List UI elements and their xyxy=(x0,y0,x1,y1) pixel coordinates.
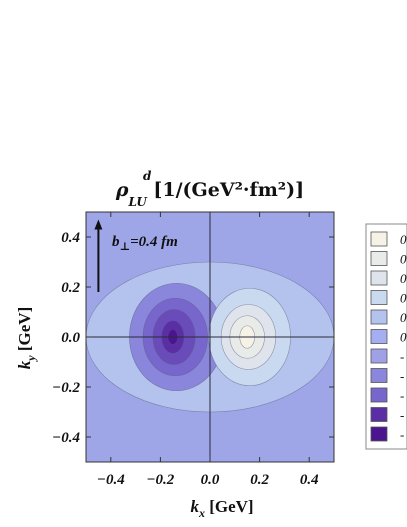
legend-label: - xyxy=(400,427,404,442)
legend-swatch xyxy=(370,270,388,286)
x-tick-label: 0.0 xyxy=(201,472,220,488)
x-axis-ticks: −0.4 −0.2 0.0 0.2 0.4 xyxy=(97,212,319,488)
legend-label: - xyxy=(400,369,404,384)
legend-swatch xyxy=(370,368,388,383)
y-axis-ticks: 0.4 0.2 0.0 −0.2 −0.4 xyxy=(52,230,334,446)
legend-label: - xyxy=(400,388,404,403)
legend-label: 0 xyxy=(400,310,407,325)
legend-swatch xyxy=(370,407,388,422)
y-tick-label: −0.2 xyxy=(52,380,80,396)
legend-swatch xyxy=(370,426,388,442)
x-tick-label: 0.2 xyxy=(250,472,269,488)
x-tick-label: −0.4 xyxy=(97,472,125,488)
legend-label: - xyxy=(400,349,404,364)
legend-swatch xyxy=(370,387,388,403)
legend-swatch xyxy=(370,251,388,266)
legend-label: 0 xyxy=(400,252,407,267)
legend-label: 0 xyxy=(400,330,407,345)
y-tick-label: 0.4 xyxy=(61,230,80,246)
x-axis-label: kx [GeV] xyxy=(190,497,253,520)
legend-label: 0 xyxy=(400,232,407,247)
legend-swatch xyxy=(370,348,388,364)
title-superscript: d xyxy=(143,169,152,183)
y-tick-label: 0.0 xyxy=(61,330,80,346)
x-tick-label: −0.2 xyxy=(146,472,174,488)
legend-swatch xyxy=(370,231,388,247)
arrow-head xyxy=(94,219,103,230)
legend-swatch xyxy=(370,290,388,305)
legend-label: 0 xyxy=(400,291,407,306)
x-tick-label: 0.4 xyxy=(300,472,319,488)
y-tick-label: −0.4 xyxy=(52,430,80,446)
b-perp-annotation: b⊥=0.4 fm xyxy=(112,234,178,253)
y-axis-label: ky [GeV] xyxy=(15,307,38,369)
chart-title: ρLU [1/(GeV²·fm²)] xyxy=(115,179,304,209)
legend-label: - xyxy=(400,408,404,423)
legend: 0 0 0 0 0 0 - - - - - xyxy=(370,231,407,442)
title-subscript: LU xyxy=(128,195,149,209)
legend-swatch xyxy=(370,329,388,344)
legend-swatch xyxy=(370,309,388,325)
y-tick-label: 0.2 xyxy=(61,280,80,296)
legend-label: 0 xyxy=(400,271,407,286)
title-rho: ρ xyxy=(115,179,129,201)
title-units: [1/(GeV²·fm²)] xyxy=(147,179,304,201)
